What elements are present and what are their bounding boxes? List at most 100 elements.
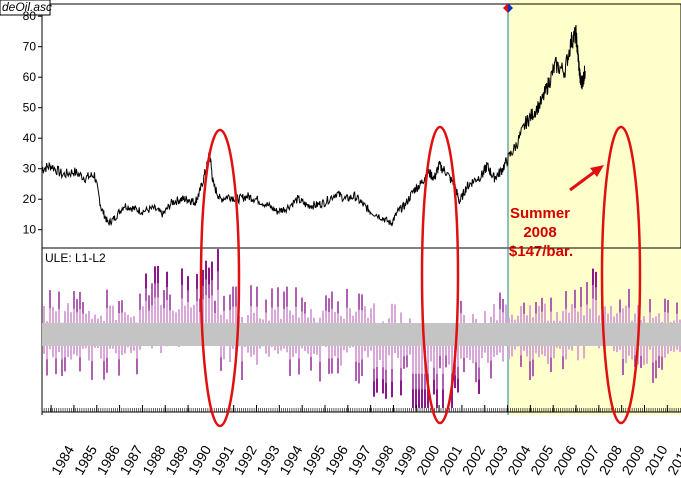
osc-bar-up (568, 312, 570, 323)
osc-bar-down (277, 346, 279, 354)
osc-bar-down (394, 346, 396, 354)
osc-bar-up-mid (265, 299, 267, 313)
osc-bar-up (538, 305, 540, 323)
osc-bar-up (130, 317, 132, 323)
osc-bar-down-mid (220, 357, 222, 371)
osc-bar-down (244, 346, 246, 347)
osc-bar-down (397, 346, 399, 358)
osc-bar-up (88, 310, 90, 323)
chart-title: deOil.asc (2, 0, 52, 14)
osc-bar-down (250, 346, 252, 357)
osc-bar-down (325, 346, 327, 347)
osc-bar-up (43, 306, 45, 323)
osc-bar-down-mid (403, 356, 405, 369)
osc-bar-up (190, 307, 192, 323)
osc-bar-up (517, 315, 519, 323)
osc-bar-down (364, 346, 366, 352)
osc-bar-down (544, 346, 546, 357)
osc-bar-down-mid (319, 361, 321, 382)
osc-bar-down (511, 346, 513, 357)
osc-bar-up (472, 313, 474, 323)
osc-bar-up (625, 305, 627, 323)
osc-bar-up-mid (676, 302, 678, 314)
osc-bar-down (112, 346, 114, 349)
osc-bar-up (298, 317, 300, 323)
osc-bar-up (490, 316, 492, 323)
osc-bar-down-dark (478, 379, 480, 394)
osc-bar-down (616, 346, 618, 353)
osc-bar-up (109, 305, 111, 323)
osc-bar-up (160, 304, 162, 323)
osc-bar-up-mid (214, 300, 216, 313)
osc-bar-up-mid (256, 286, 258, 307)
osc-bar-up-mid (79, 291, 81, 309)
osc-bar-up (241, 316, 243, 323)
x-tick-label: 1990 (185, 442, 215, 477)
osc-bar-down (523, 346, 525, 351)
osc-bar-up-mid (586, 282, 588, 305)
osc-bar-down (313, 346, 315, 354)
osc-bar-up (352, 315, 354, 323)
x-axis: 1984198519861987198819891990199119921993… (41, 405, 681, 478)
x-tick-label: 2005 (527, 442, 557, 477)
osc-bar-down-mid (550, 357, 552, 373)
osc-bar-up (370, 308, 372, 323)
osc-bar-down (316, 346, 318, 355)
osc-bar-up (70, 312, 72, 323)
x-tick-label: 2009 (618, 442, 648, 477)
osc-bar-up-mid (550, 297, 552, 312)
x-tick-label: 2001 (436, 442, 466, 477)
osc-bar-down (178, 346, 180, 348)
osc-bar-up-dark (196, 274, 198, 289)
osc-bar-down (514, 346, 516, 350)
osc-bar-down (340, 346, 342, 366)
osc-bar-down (577, 346, 579, 361)
osc-bar-down (547, 346, 549, 365)
osc-bar-up-mid (358, 293, 360, 310)
osc-bar-down (253, 346, 255, 355)
indicator-label: ULE: L1-L2 (45, 251, 106, 265)
osc-bar-up (643, 316, 645, 323)
highlight-ellipse (199, 128, 241, 428)
osc-bar-up-dark (217, 249, 219, 272)
osc-bar-down (94, 346, 96, 348)
osc-bar-up-mid (229, 294, 231, 311)
osc-bar-down (82, 346, 84, 349)
osc-bar-up-mid (106, 289, 108, 309)
osc-bar-up-mid (151, 283, 153, 306)
osc-bar-up (178, 309, 180, 323)
osc-bar-up (97, 318, 99, 323)
osc-bar-down-mid (310, 357, 312, 371)
osc-bar-down-mid (118, 359, 120, 376)
osc-bar-down (379, 346, 381, 360)
osc-bar-down (49, 346, 51, 350)
osc-bar-down-dark (451, 389, 453, 408)
osc-bar-down (673, 346, 675, 352)
osc-bar-down (160, 346, 162, 354)
osc-bar-down (352, 346, 354, 347)
osc-bar-down (121, 346, 123, 355)
osc-bar-up (322, 310, 324, 323)
osc-bar-down (370, 346, 372, 351)
osc-bar-up-mid (271, 288, 273, 308)
osc-bar-down (100, 346, 102, 359)
osc-bar-up-mid (325, 295, 327, 311)
osc-bar-up (463, 315, 465, 323)
osc-bar-down-mid (532, 359, 534, 377)
osc-bar-up (133, 316, 135, 323)
osc-bar-up (493, 303, 495, 323)
x-tick-label: 1992 (230, 442, 260, 477)
osc-bar-down (304, 346, 306, 352)
osc-bar-down (346, 346, 348, 353)
osc-bar-down-dark (415, 389, 417, 408)
osc-bar-up-mid (346, 288, 348, 308)
x-tick-label: 1985 (71, 442, 101, 477)
osc-bar-down-mid (79, 357, 81, 372)
osc-bar-down-dark (436, 389, 438, 408)
osc-bar-up (529, 305, 531, 323)
osc-bar-down (295, 346, 297, 354)
osc-bar-down-dark (427, 389, 429, 408)
osc-bar-down-mid (652, 362, 654, 383)
osc-bar-up-mid (499, 292, 501, 310)
osc-bar-up (661, 321, 663, 323)
